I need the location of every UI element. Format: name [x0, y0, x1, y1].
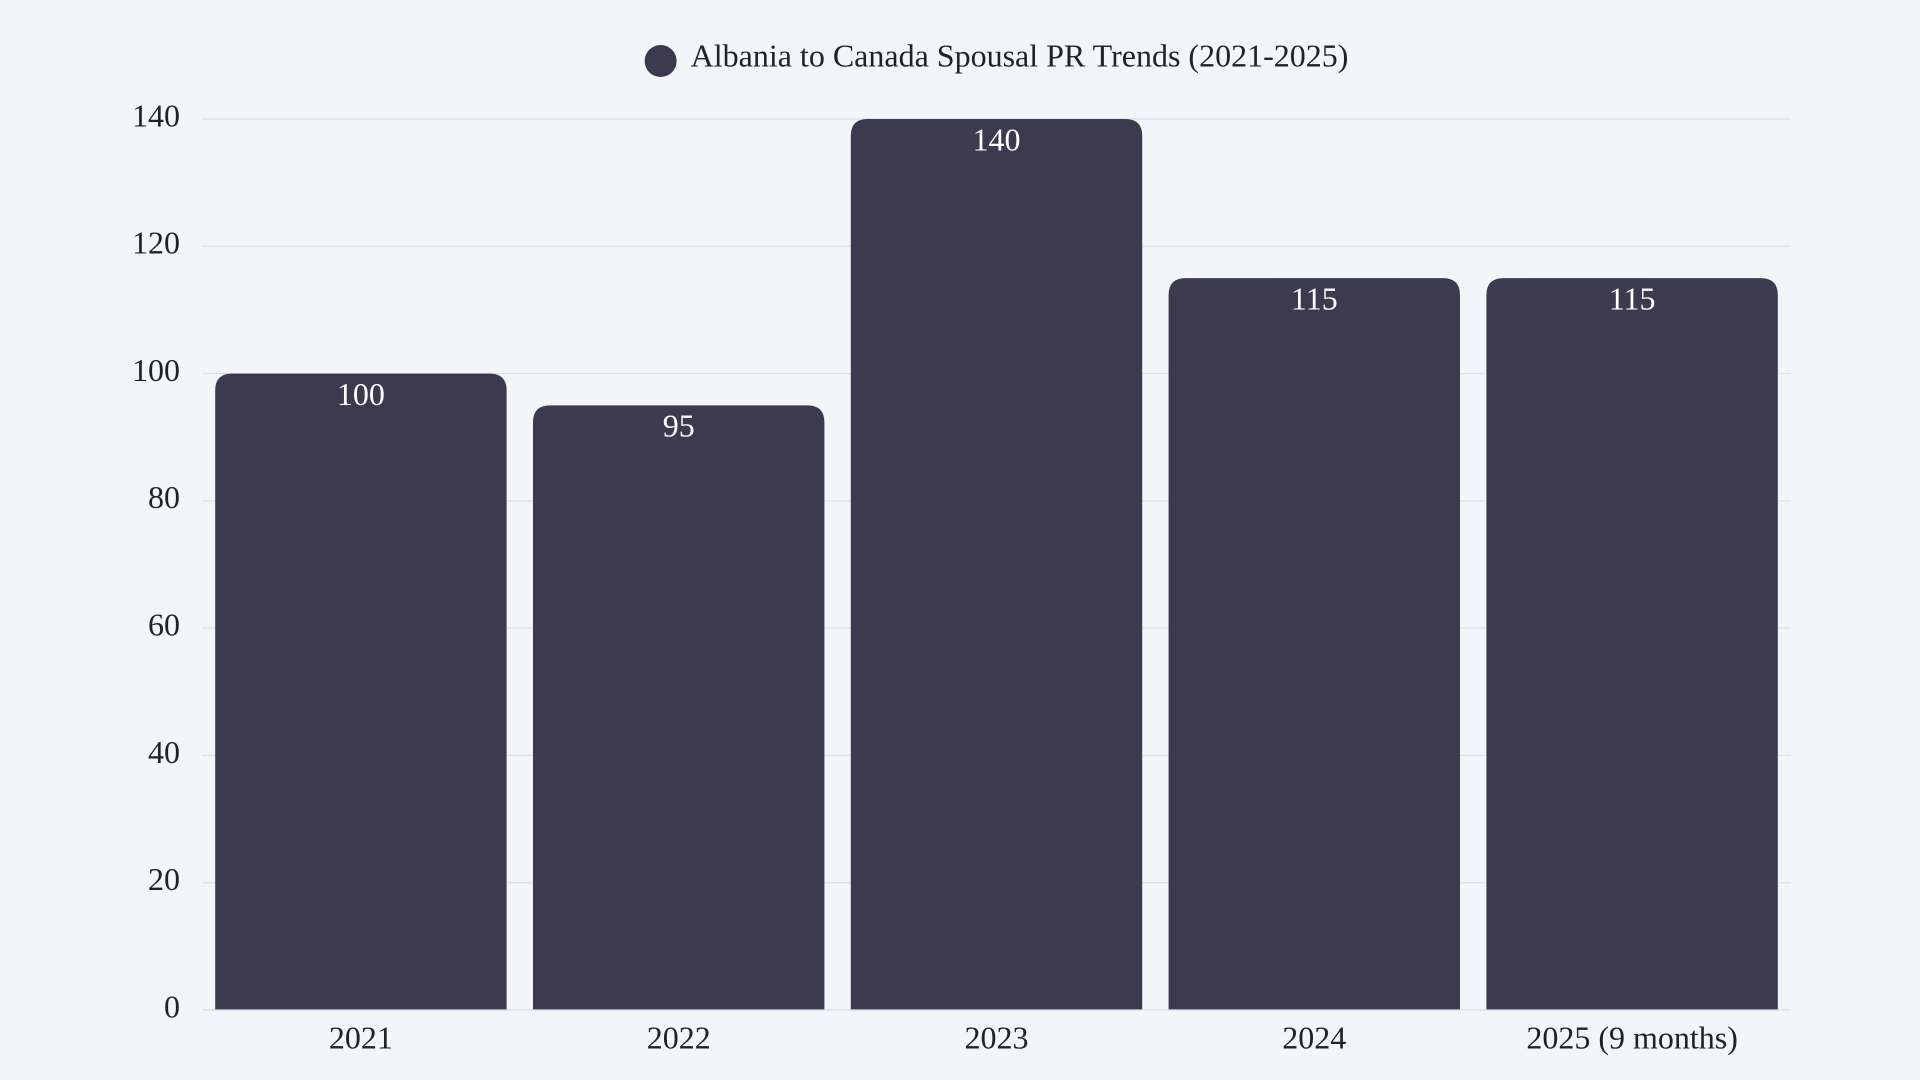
y-tick-label: 20 — [148, 861, 180, 897]
legend-marker — [644, 45, 677, 77]
x-tick-label: 2025 (9 months) — [1526, 1019, 1738, 1055]
bar — [532, 405, 825, 1011]
bar — [1168, 278, 1461, 1010]
data-label: 100 — [337, 376, 385, 412]
data-label: 95 — [663, 408, 695, 444]
y-tick-label: 120 — [132, 225, 180, 261]
data-label: 140 — [973, 121, 1021, 157]
x-tick-label: 2021 — [329, 1019, 393, 1055]
y-tick-label: 40 — [148, 734, 180, 770]
y-tick-label: 0 — [164, 988, 180, 1024]
bar — [1486, 278, 1778, 1010]
x-tick-label: 2024 — [1282, 1019, 1346, 1055]
x-tick-label: 2023 — [965, 1019, 1029, 1055]
data-label: 115 — [1609, 280, 1656, 316]
data-label: 115 — [1291, 280, 1338, 316]
legend-label: Albania to Canada Spousal PR Trends (202… — [691, 37, 1349, 73]
bar — [215, 373, 507, 1011]
y-tick-label: 140 — [132, 97, 180, 133]
y-tick-label: 80 — [148, 479, 180, 515]
y-tick-label: 60 — [148, 606, 180, 642]
bar — [850, 119, 1143, 1010]
x-tick-label: 2022 — [647, 1019, 711, 1055]
y-tick-label: 100 — [132, 352, 180, 388]
